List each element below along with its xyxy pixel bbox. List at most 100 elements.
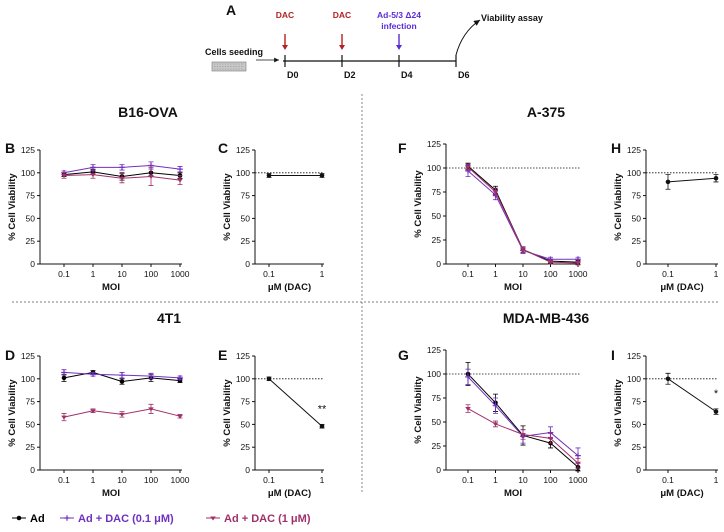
y-tick-label: 25 [632,442,642,452]
y-tick-label: 125 [627,145,641,155]
y-axis-label: % Cell Viability [7,379,18,447]
data-point [547,260,554,265]
y-axis-label: % Cell Viability [222,173,233,241]
x-tick-label: 100 [543,269,557,279]
series-line [667,378,717,413]
timeline-event-arrowhead [282,45,288,50]
assay-arrow [455,19,481,56]
x-axis-label: μM (DAC) [660,488,703,499]
panel-label-f: F [398,140,407,156]
series-dac [266,376,325,429]
x-tick-label: 10 [117,269,127,279]
chart-panel-b: B 0 25 50 75 100 125 0.1 1 10 100 1000 % Cell Viabil… [5,140,190,293]
timeline-day-label: D6 [458,70,470,80]
data-point [520,248,526,253]
data-point [119,412,125,417]
y-tick-label: 75 [26,191,36,201]
y-tick-label: 100 [427,163,441,173]
section-title-mda: MDA-MB-436 [503,310,590,326]
legend-marker [210,516,216,521]
y-tick-label: 100 [627,168,641,178]
significance-marker: ** [318,403,327,415]
data-point [177,166,183,172]
chart-panel-e: E 0 25 50 75 100 125 0.1 1 % Cell Viability μM (DA… [218,347,327,499]
y-tick-label: 50 [26,213,36,223]
x-tick-label: 1000 [171,269,190,279]
data-point [61,369,67,376]
data-point [492,422,499,427]
timeline-event-arrowhead [396,45,402,50]
data-point [90,173,96,178]
x-axis-label: μM (DAC) [268,282,311,293]
legend: Ad Ad + DAC (0.1 μM) Ad + DAC (1 μM) [12,513,311,525]
y-tick-label: 75 [432,187,442,197]
series-ad-dac-1-m [61,166,183,186]
x-tick-label: 0.1 [462,475,474,485]
y-tick-label: 0 [245,259,250,269]
y-axis-label: % Cell Viability [7,173,18,241]
x-tick-label: 1 [320,269,325,279]
y-tick-label: 100 [236,168,250,178]
y-axis-label: % Cell Viability [222,379,233,447]
series-dac [665,174,719,190]
x-tick-label: 1 [91,475,96,485]
x-tick-label: 1 [714,269,719,279]
y-tick-label: 25 [432,235,442,245]
panel-label-e: E [218,347,227,363]
panel-label-a: A [226,2,236,18]
x-tick-label: 10 [518,475,528,485]
x-tick-label: 0.1 [263,475,275,485]
x-tick-label: 0.1 [58,475,70,485]
series-ad-dac-0-1-m [61,161,183,176]
x-tick-label: 1000 [569,475,588,485]
series-dac [266,173,325,178]
data-point [148,407,154,412]
data-point [90,371,96,378]
data-point [119,176,125,181]
x-axis-label: MOI [102,488,120,499]
legend-marker [64,515,70,521]
data-point [266,376,272,382]
chart-panel-f: F 0 25 50 75 100 125 0.1 1 10 100 1000 % Cell Viabil… [398,139,588,293]
y-tick-label: 50 [432,417,442,427]
data-point [575,461,581,466]
y-tick-label: 100 [21,168,35,178]
y-tick-label: 75 [241,397,251,407]
y-tick-label: 50 [241,213,251,223]
y-tick-label: 0 [436,259,441,269]
y-axis-label: % Cell Viability [613,173,624,241]
timeline-event-label: DAC [333,10,351,20]
legend-item-ad-dac-1-m: Ad + DAC (1 μM) [206,513,311,525]
x-tick-label: 1 [493,269,498,279]
timeline-day-label: D4 [401,70,413,80]
data-point [119,164,125,171]
y-tick-label: 125 [236,145,250,155]
y-tick-label: 75 [26,397,36,407]
y-tick-label: 75 [632,191,642,201]
timeline-panel: A Cells seeding D0 D2 D4 D6 DAC DAC Ad-5/3 Δ2… [205,2,543,80]
x-tick-label: 1 [714,475,719,485]
data-point [520,432,526,437]
chart-panel-d: D 0 25 50 75 100 125 0.1 1 10 100 1000 % Cell Viabil… [5,347,190,499]
data-point [319,173,325,178]
series-line [268,378,323,427]
series-ad-dac-1-m [61,403,183,422]
y-tick-label: 100 [627,374,641,384]
data-point [266,173,272,178]
chart-panel-g: G 0 25 50 75 100 125 0.1 1 10 100 1000 % Cell Viabil… [398,345,588,499]
y-tick-label: 50 [632,213,642,223]
section-title-b16: B16-OVA [118,104,178,120]
x-tick-label: 10 [117,475,127,485]
legend-marker [16,515,22,521]
y-tick-label: 125 [236,351,250,361]
data-point [90,409,96,414]
y-tick-label: 25 [26,442,36,452]
y-tick-label: 25 [632,236,642,246]
y-tick-label: 0 [636,465,641,475]
x-tick-label: 0.1 [263,269,275,279]
data-point [90,164,96,171]
y-tick-label: 25 [241,442,251,452]
y-tick-label: 25 [241,236,251,246]
data-point [177,178,183,183]
y-tick-label: 0 [30,259,35,269]
